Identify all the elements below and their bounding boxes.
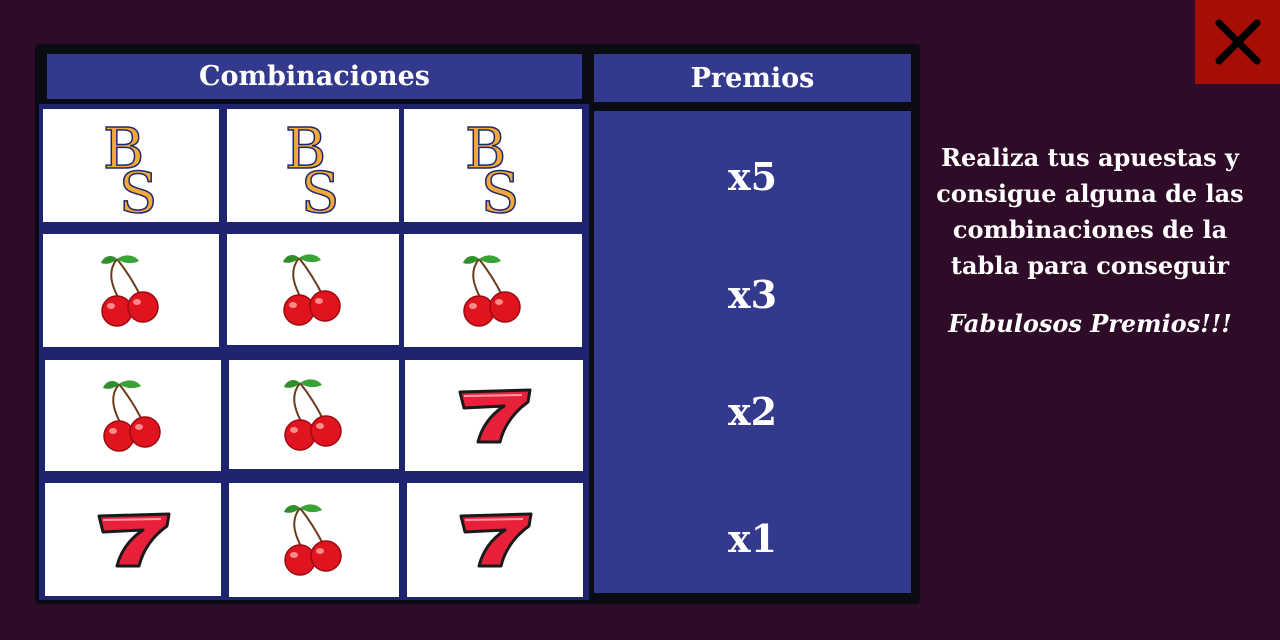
symbol-cell (227, 234, 399, 345)
combinations-header: Combinaciones (47, 54, 582, 99)
symbol-cell (43, 234, 219, 347)
cherry-symbol (281, 250, 345, 330)
symbol-cell (45, 360, 221, 471)
svg-text:B: B (285, 117, 326, 182)
prize-multiplier: x5 (727, 153, 778, 199)
seven-symbol (453, 510, 537, 570)
bs-logo-symbol: B S (101, 116, 161, 216)
symbol-cell: B S (404, 109, 582, 222)
instructions-text: Realiza tus apuestas y consigue alguna d… (936, 143, 1244, 280)
symbol-cell (229, 483, 399, 597)
symbol-cell: B S (43, 109, 219, 222)
prize-highlight: Fabulosos Premios!!! (948, 309, 1232, 338)
prizes-column (594, 111, 911, 593)
symbol-cell (45, 483, 221, 596)
cherry-symbol (101, 376, 165, 456)
svg-text:B: B (465, 117, 506, 182)
symbol-cell (229, 360, 399, 469)
prize-multiplier: x1 (727, 515, 778, 561)
svg-text:B: B (103, 117, 144, 182)
cherry-symbol (99, 251, 163, 331)
symbol-cell (407, 483, 583, 597)
prize-multiplier: x2 (727, 388, 778, 434)
symbol-cell: B S (227, 109, 399, 222)
svg-text:S: S (119, 161, 157, 216)
cherry-symbol (282, 375, 346, 455)
cherry-symbol (282, 500, 346, 580)
bs-logo-symbol: B S (463, 116, 523, 216)
bs-logo-symbol: B S (283, 116, 343, 216)
prize-multiplier: x3 (727, 271, 778, 317)
cherry-symbol (461, 251, 525, 331)
seven-symbol (91, 510, 175, 570)
instructions-panel: Realiza tus apuestas y consigue alguna d… (930, 140, 1250, 342)
symbol-cell (405, 360, 583, 471)
seven-symbol (452, 386, 536, 446)
close-icon (1213, 17, 1263, 67)
svg-text:S: S (481, 161, 519, 216)
prizes-header: Premios (594, 54, 911, 102)
svg-text:S: S (301, 161, 339, 216)
symbol-cell (404, 234, 582, 347)
close-button[interactable] (1195, 0, 1280, 84)
